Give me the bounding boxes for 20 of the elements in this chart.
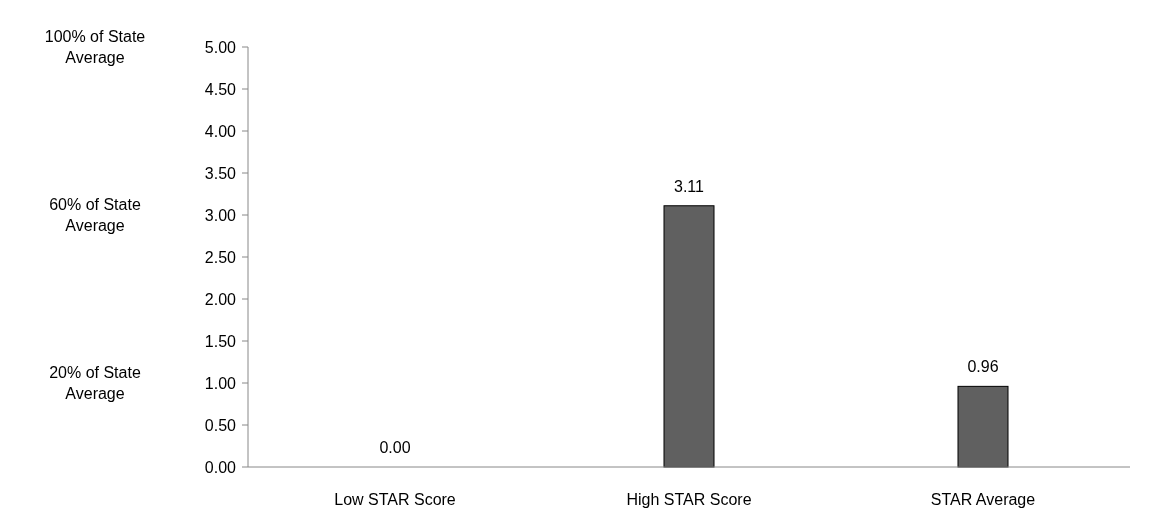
y-tick-label: 0.50 — [204, 416, 237, 434]
y-tick-label: 2.00 — [204, 290, 237, 308]
y-tick-label: 4.50 — [204, 80, 237, 98]
x-tick-label: High STAR Score — [626, 491, 752, 508]
y-tick-label: 0.00 — [204, 458, 237, 476]
y-tick-label: 2.50 — [204, 248, 237, 266]
x-tick-label: Low STAR Score — [334, 491, 456, 508]
y-tick-label: 3.50 — [204, 164, 237, 182]
y-tick-label: 1.00 — [204, 374, 237, 392]
y2-tick-label: 60% of State Average — [49, 196, 141, 235]
y-tick-label: 1.50 — [204, 332, 237, 350]
y2-tick-label: 20% of State Average — [49, 364, 141, 403]
data-label: 3.11 — [674, 177, 705, 195]
data-label: 0.96 — [967, 358, 999, 376]
y-tick-label: 5.00 — [204, 38, 237, 56]
data-label: 0.00 — [379, 439, 411, 456]
y2-tick-label: 100% of State Average — [44, 28, 146, 67]
y-tick-label: 4.00 — [204, 122, 237, 140]
y-tick-label: 3.00 — [204, 206, 237, 224]
x-tick-label: STAR Average — [930, 491, 1036, 508]
